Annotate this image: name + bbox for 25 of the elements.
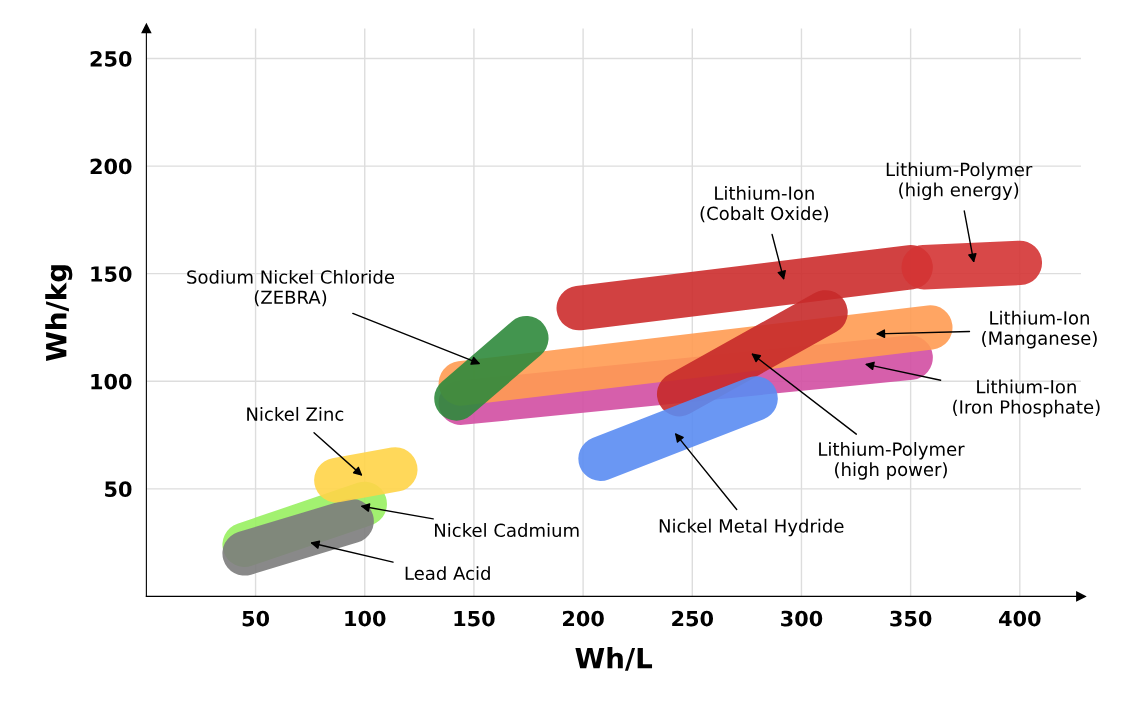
annotation: Nickel Cadmium [435,523,579,538]
annotation: Nickel Metal Hydride [659,518,844,537]
y-tick-label: 150 [91,266,132,282]
annotation: Lead Acid [405,566,490,581]
x-tick-label: 50 [242,610,270,627]
annotation: Lithium-Ion (Iron Phosphate) [953,379,1100,418]
annotation: Sodium Nickel Chloride (ZEBRA) [187,269,395,307]
y-tick-label: 100 [91,373,132,390]
x-tick-label: 350 [890,610,932,627]
y-axis-title: Wh/kg [45,265,73,362]
annotation: Lithium-Polymer (high power) [819,442,965,480]
x-tick-label: 300 [781,610,823,627]
x-tick-label: 400 [999,610,1041,627]
x-tick-label: 250 [672,610,714,627]
annotation: Lithium-Ion (Cobalt Oxide) [700,185,829,223]
x-tick-label: 150 [454,610,495,627]
annotation: Lithium-Polymer (high energy) [886,162,1033,200]
annotation: Nickel Zinc [247,406,344,421]
annotation: Lithium-Ion (Manganese) [982,310,1097,349]
x-tick-label: 200 [563,610,604,627]
x-tick-label: 100 [345,610,386,627]
y-tick-label: 250 [90,50,132,67]
y-tick-label: 200 [90,158,132,175]
y-tick-label: 50 [105,481,132,498]
x-axis-title: Wh/L [575,647,653,671]
